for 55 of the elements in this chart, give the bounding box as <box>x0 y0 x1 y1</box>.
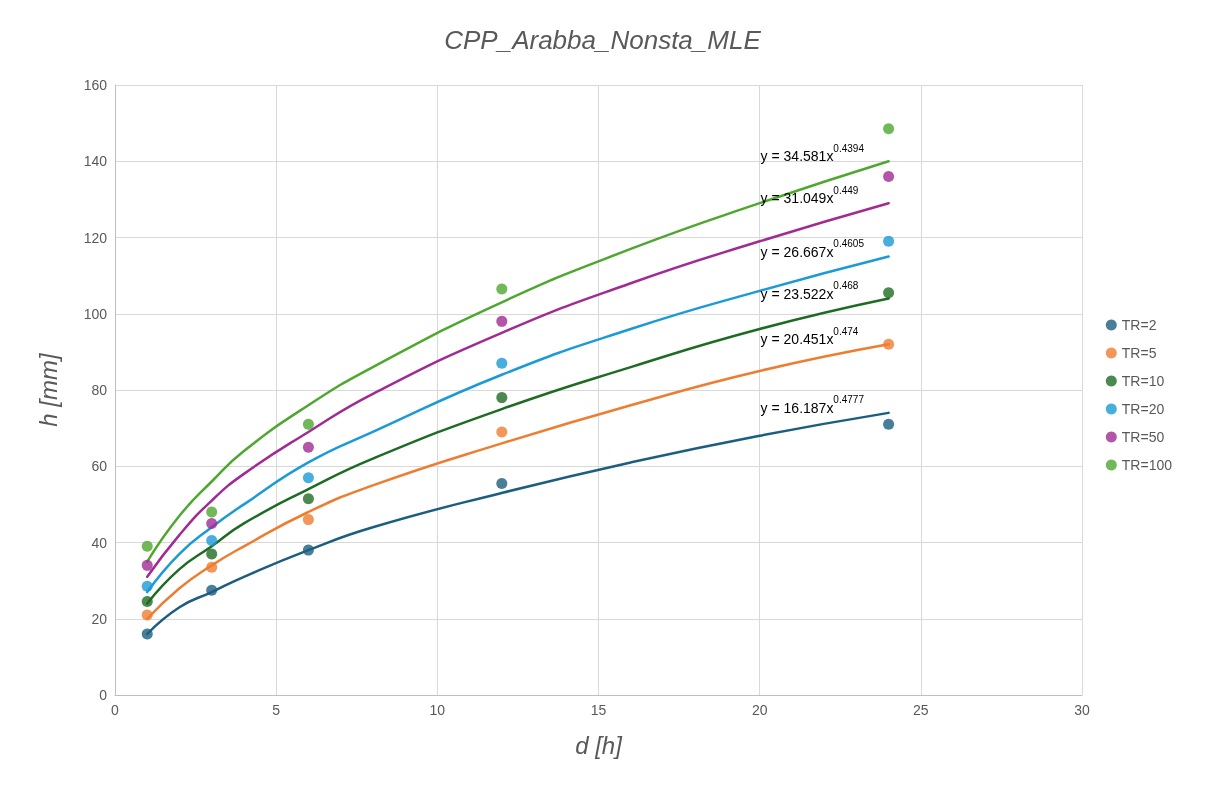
point <box>206 584 218 596</box>
point <box>206 517 218 529</box>
point <box>206 561 218 573</box>
point <box>496 392 508 404</box>
point <box>206 535 218 547</box>
point <box>302 493 314 505</box>
point <box>496 357 508 369</box>
legend-label: TR=20 <box>1121 401 1165 417</box>
legend-label: TR=10 <box>1121 373 1165 389</box>
x-tick-label: 5 <box>272 702 281 718</box>
point <box>141 596 153 608</box>
legend-label: TR=2 <box>1121 317 1157 333</box>
x-axis-title: d [h] <box>575 731 624 759</box>
y-tick-label: 20 <box>91 610 108 627</box>
y-tick-label: 40 <box>91 534 108 551</box>
x-tick-label: 20 <box>751 702 768 718</box>
chart-title: CPP_Arabba_Nonsta_MLE <box>444 25 762 55</box>
y-tick-label: 60 <box>91 458 108 475</box>
y-tick-label: 160 <box>83 77 108 93</box>
y-tick-label: 100 <box>83 305 108 322</box>
point <box>302 544 314 556</box>
point <box>141 609 153 621</box>
point <box>496 426 508 438</box>
point <box>883 171 895 182</box>
point <box>141 540 153 552</box>
y-tick-label: 80 <box>91 382 108 398</box>
point <box>141 628 153 640</box>
point <box>141 580 153 592</box>
point <box>496 315 508 327</box>
x-tick-label: 25 <box>913 702 929 718</box>
point <box>883 338 895 350</box>
point <box>883 123 895 135</box>
point <box>302 514 314 526</box>
point <box>302 418 314 430</box>
point <box>206 506 218 518</box>
point <box>206 548 218 560</box>
x-tick-label: 0 <box>111 702 120 718</box>
point <box>496 477 508 489</box>
point <box>496 283 508 295</box>
point <box>883 235 895 247</box>
legend-label: TR=5 <box>1121 345 1157 361</box>
y-tick-label: 140 <box>83 153 108 170</box>
y-tick-label: 0 <box>99 687 108 703</box>
point <box>883 287 895 299</box>
legend-label: TR=50 <box>1121 429 1165 445</box>
x-tick-label: 10 <box>429 702 446 718</box>
legend-label: TR=100 <box>1121 457 1173 473</box>
y-tick-label: 120 <box>83 229 108 246</box>
point <box>141 559 153 571</box>
point <box>883 418 895 430</box>
point <box>302 441 314 453</box>
x-tick-label: 30 <box>1074 702 1090 718</box>
x-tick-label: 15 <box>590 702 607 718</box>
y-axis-title: h [mm] <box>34 352 62 427</box>
point <box>302 472 314 484</box>
